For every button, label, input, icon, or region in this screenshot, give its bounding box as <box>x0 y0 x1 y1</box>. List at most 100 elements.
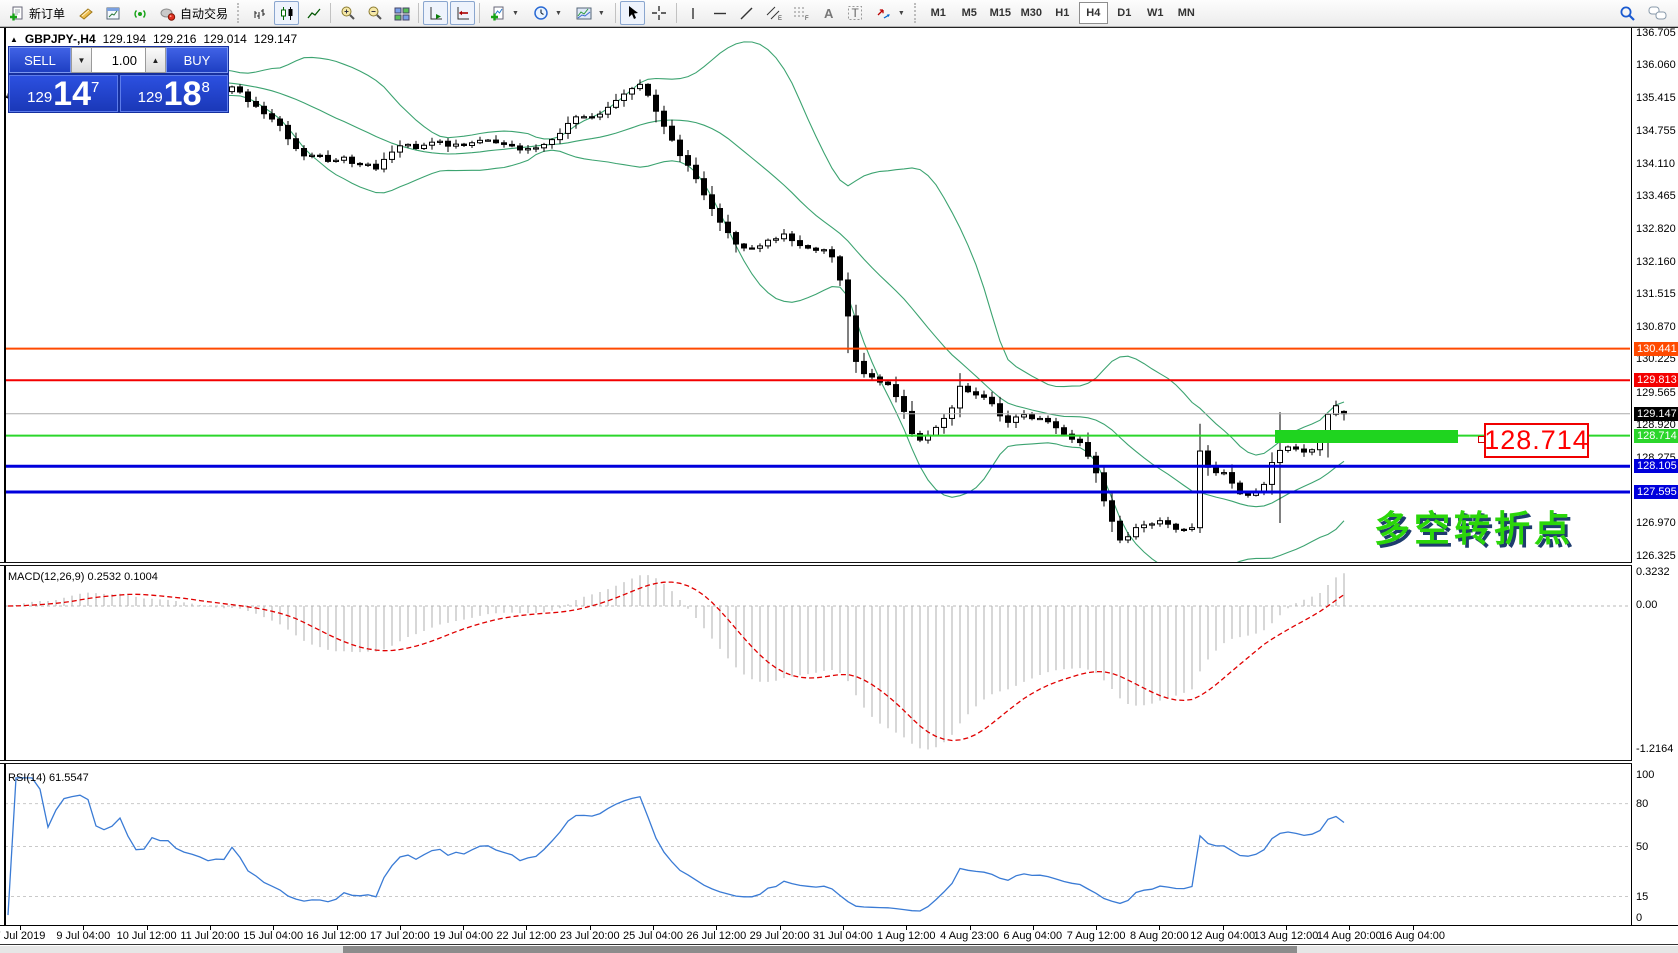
rsi-axis-tick: 80 <box>1636 797 1649 810</box>
callout-anchor-marker[interactable] <box>1478 436 1485 443</box>
price-level-badge: 128.714 <box>1634 428 1678 443</box>
chart-annotation-text[interactable]: 多空转折点 <box>1374 508 1575 549</box>
time-tick <box>842 926 844 930</box>
timeframe-button-mn[interactable]: MN <box>1177 7 1195 19</box>
time-tick <box>20 926 21 930</box>
buy-button[interactable]: BUY <box>166 47 228 73</box>
rsi-axis-tick: 0 <box>1636 912 1643 924</box>
price-axis[interactable]: 0.3232 0.00 -1.2164 136.705 136.060 135.41… <box>1632 27 1678 925</box>
periods-button[interactable]: ▼ <box>527 1 568 25</box>
price-tick: 136.705 <box>1636 27 1676 39</box>
toolbar-separator <box>330 3 332 23</box>
text-button[interactable]: A <box>816 1 841 25</box>
time-tick <box>336 926 338 930</box>
vertical-line-button[interactable] <box>681 1 706 25</box>
time-label: 14 Aug 20:00 <box>1316 930 1382 942</box>
time-label: 15 Jul 04:00 <box>243 930 304 942</box>
timeframe-button-m1[interactable]: M1 <box>930 7 946 19</box>
toolbar-grip <box>913 3 919 23</box>
time-label: 16 Aug 04:00 <box>1380 930 1446 942</box>
signals-button[interactable] <box>127 1 152 25</box>
cursor-button[interactable] <box>619 1 645 25</box>
price-tick: 135.415 <box>1636 91 1676 104</box>
time-label: 17 Jul 20:00 <box>369 930 430 942</box>
auto-trading-label: 自动交易 <box>180 6 229 21</box>
time-label: 13 Aug 12:00 <box>1253 930 1319 942</box>
sell-price-display[interactable]: 129 14 7 <box>9 75 118 112</box>
market-watch-button[interactable] <box>73 1 98 25</box>
search-icon[interactable] <box>1619 5 1636 22</box>
main-chart[interactable] <box>0 28 1631 562</box>
templates-button[interactable]: ▼ <box>570 1 611 25</box>
collapse-panel-icon[interactable]: ▲ <box>10 34 18 44</box>
bar-chart-icon <box>254 8 265 19</box>
equidistant-channel-button[interactable]: E <box>762 1 787 25</box>
rsi-pane[interactable] <box>0 766 1631 925</box>
timeframe-button-m5[interactable]: M5 <box>961 7 977 19</box>
crosshair-button[interactable] <box>647 1 672 25</box>
zoom-in-button[interactable] <box>335 1 360 25</box>
macd-rsi-splitter[interactable] <box>0 760 1678 764</box>
support-zone-bar[interactable] <box>1275 430 1458 443</box>
bollinger-bands <box>7 41 1345 562</box>
time-label: 25 Jul 04:00 <box>623 930 683 942</box>
candlestick-chart-icon <box>280 6 293 20</box>
volume-increase-button[interactable]: ▲ <box>145 47 166 73</box>
horizontal-line-button[interactable] <box>708 1 733 25</box>
candlestick-chart-button[interactable] <box>274 1 300 25</box>
time-label: 23 Jul 20:00 <box>559 930 620 942</box>
time-tick <box>779 926 781 930</box>
trendline-button[interactable] <box>735 1 760 25</box>
auto-scroll-button[interactable] <box>423 1 449 25</box>
price-callout-box[interactable]: 128.714 <box>1484 423 1589 458</box>
chart-header: ▲ GBPJPY-,H4 129.194 129.216 129.014 129… <box>10 32 297 46</box>
tile-windows-button[interactable] <box>389 1 414 25</box>
scrollbar-thumb[interactable] <box>343 946 1297 953</box>
buy-price-display[interactable]: 129 18 8 <box>119 75 228 113</box>
main-macd-splitter[interactable] <box>0 562 1678 566</box>
volume-input[interactable]: 1.00 <box>92 47 145 73</box>
new-order-button[interactable]: 新订单 <box>3 1 71 25</box>
timeframe-button-d1[interactable]: D1 <box>1117 7 1132 19</box>
price-level-badge: 129.813 <box>1634 373 1678 388</box>
fibonacci-icon: F <box>793 7 809 21</box>
chart-shift-button[interactable] <box>450 1 476 25</box>
timeframe-button-m30[interactable]: M30 <box>1020 7 1042 19</box>
fibonacci-button[interactable]: F <box>789 1 814 25</box>
price-tick: 130.870 <box>1636 320 1676 333</box>
time-label: 6 Aug 04:00 <box>1003 930 1063 942</box>
auto-trading-button[interactable]: 自动交易 <box>154 1 234 25</box>
zoom-out-button[interactable] <box>362 1 387 25</box>
text-label-button[interactable]: T <box>843 1 868 25</box>
line-chart-button[interactable] <box>301 1 326 25</box>
arrows-button[interactable]: ▼ <box>870 1 911 25</box>
buy-price-main: 18 <box>163 75 202 113</box>
line-chart-icon <box>307 8 321 18</box>
time-tick <box>83 926 85 930</box>
chat-icon[interactable] <box>1648 5 1668 21</box>
indicators-button[interactable]: ▼ <box>484 1 525 25</box>
volume-decrease-button[interactable]: ▼ <box>71 47 92 73</box>
sell-button[interactable]: SELL <box>9 47 71 73</box>
time-label: 22 Jul 12:00 <box>496 930 557 942</box>
macd-pane[interactable] <box>0 568 1631 758</box>
bar-chart-button[interactable] <box>247 1 272 25</box>
rsi-line <box>7 777 1345 916</box>
horizontal-scrollbar[interactable] <box>0 946 1678 953</box>
price-tick: 133.465 <box>1636 190 1676 203</box>
rsi-label: RSI(14) 61.5547 <box>8 772 89 784</box>
time-tick <box>209 926 211 930</box>
ohlc-close: 129.147 <box>253 32 298 46</box>
timeframe-button-w1[interactable]: W1 <box>1147 7 1164 19</box>
timeframe-button-h4[interactable]: H4 <box>1078 2 1108 24</box>
text-a-icon: A <box>824 6 834 21</box>
svg-text:T: T <box>852 6 860 20</box>
time-tick <box>969 926 971 930</box>
timeframe-button-m15[interactable]: M15 <box>989 7 1011 19</box>
macd-axis-min: -1.2164 <box>1636 743 1674 755</box>
data-window-button[interactable] <box>100 1 125 25</box>
new-order-label: 新订单 <box>29 6 66 21</box>
chart-shift-icon <box>457 6 469 19</box>
timeframe-button-h1[interactable]: H1 <box>1055 7 1070 19</box>
